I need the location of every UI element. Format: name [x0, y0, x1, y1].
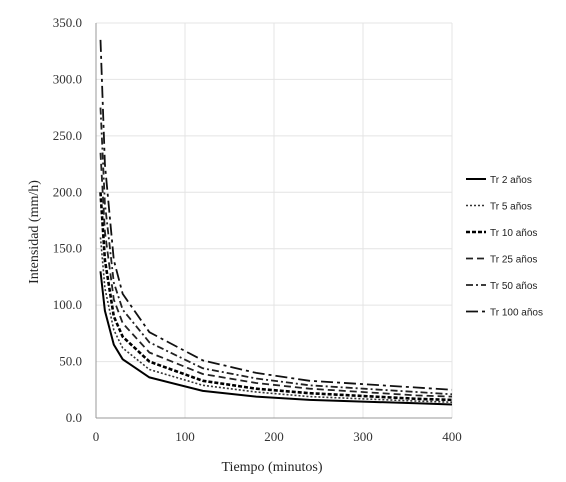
legend: Tr 2 años Tr 5 años Tr 10 años Tr 25 años Tr…	[466, 175, 543, 319]
y-tick-label: 250.0	[53, 128, 82, 143]
series-line	[99, 152, 453, 398]
x-tick-label: 200	[264, 429, 284, 444]
grid	[96, 22, 453, 418]
series-line	[99, 39, 453, 391]
legend-label: Tr 2 años	[490, 175, 532, 186]
y-tick-label: 0.0	[66, 410, 82, 425]
y-axis-title: Intensidad (mm/h)	[27, 180, 42, 284]
series-line	[99, 271, 453, 406]
legend-label: Tr 10 años	[490, 228, 537, 239]
axes	[95, 23, 452, 419]
x-tick-label: 0	[93, 429, 100, 444]
x-tick-label: 300	[353, 429, 373, 444]
series-line	[99, 107, 453, 396]
legend-label: Tr 100 años	[490, 308, 543, 319]
y-tick-label: 150.0	[53, 241, 82, 256]
series-lines	[99, 39, 453, 406]
y-tick-label: 350.0	[53, 15, 82, 30]
series-line	[99, 237, 453, 403]
legend-label: Tr 25 años	[490, 255, 537, 266]
y-tick-label: 300.0	[53, 71, 82, 86]
y-tick-label: 50.0	[59, 354, 82, 369]
legend-label: Tr 50 años	[490, 281, 537, 292]
y-tick-label: 100.0	[53, 297, 82, 312]
x-tick-label: 400	[442, 429, 462, 444]
x-axis-title: Tiempo (minutos)	[222, 460, 323, 475]
legend-label: Tr 5 años	[490, 202, 532, 213]
tick-labels: 0.0 50.0 100.0 150.0 200.0 250.0 300.0 350.0 0 10…	[53, 15, 462, 444]
y-tick-label: 200.0	[53, 184, 82, 199]
series-line	[99, 192, 453, 402]
x-tick-label: 100	[175, 429, 195, 444]
